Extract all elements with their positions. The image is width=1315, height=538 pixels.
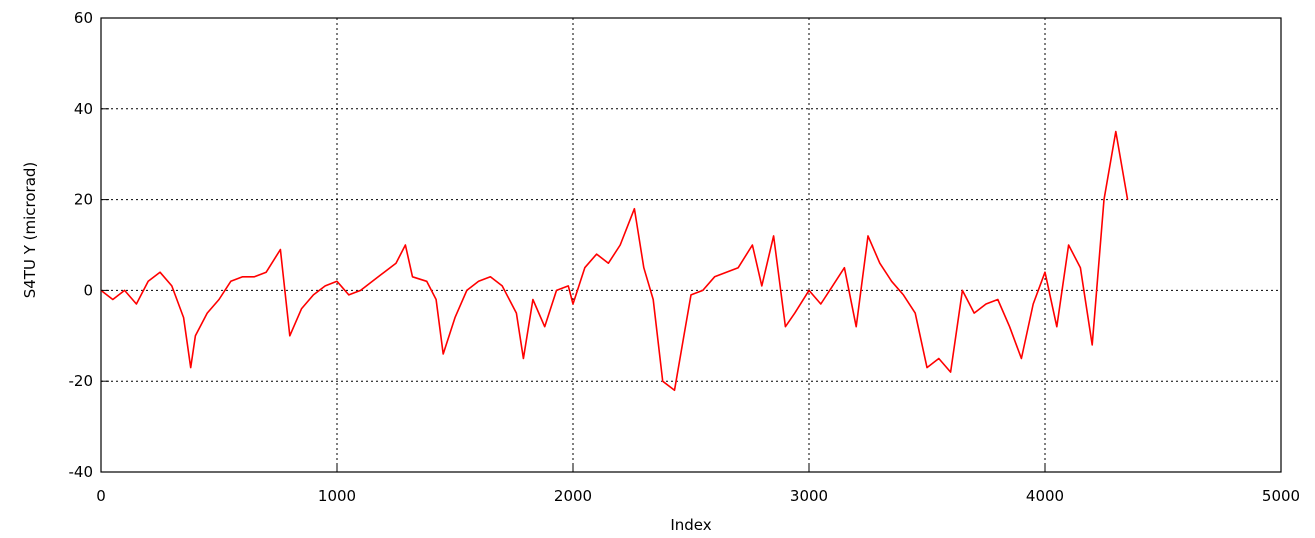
x-tick-label: 0 [96,487,106,505]
series-line-0 [100,130,1129,392]
x-tick-label: 4000 [1026,487,1064,505]
plot-frame [100,17,1282,473]
x-tick-label: 2000 [554,487,592,505]
x-tick-label: 1000 [318,487,356,505]
y-tick-label: -20 [69,372,94,390]
x-tick-label: 5000 [1262,487,1300,505]
y-tick-label: 60 [74,9,93,27]
y-tick-label: 20 [74,191,93,209]
gridlines [101,18,1281,472]
y-tick-label: 0 [83,281,93,299]
y-axis-title: S4TU Y (microrad) [21,162,39,299]
x-axis-title: Index [670,516,711,534]
y-tick-label: 40 [74,100,93,118]
series-layer [100,130,1129,392]
x-tick-label: 3000 [790,487,828,505]
tick-labels: 0 1000 2000 3000 4000 5000 -40 -20 0 20 40 60 [69,9,1301,505]
y-tick-label: -40 [69,463,94,481]
